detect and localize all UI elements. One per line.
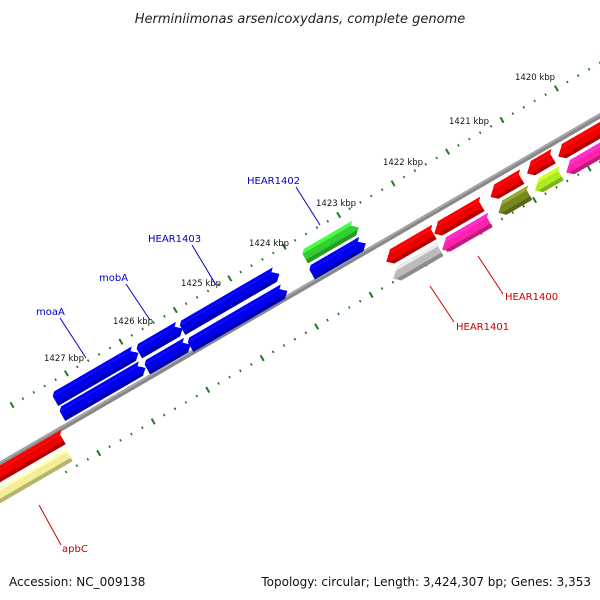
HEAR1403-leader <box>191 244 217 286</box>
gene-label-HEAR1402: HEAR1402 <box>247 176 300 187</box>
HEAR1400-block-lower <box>442 212 493 252</box>
HEAR1401-block-lower <box>393 241 444 281</box>
map-title: Herminiimonas arsenicoxydans, complete g… <box>135 12 465 27</box>
block-540-upper <box>527 148 556 176</box>
genome-backbone <box>0 112 600 468</box>
kbp-label-1423: 1423 kbp <box>316 199 356 209</box>
gene-label-mobA: mobA <box>99 273 128 284</box>
kbp-label-1427: 1427 kbp <box>44 354 84 364</box>
block-585-upper <box>558 115 600 159</box>
gene-label-moaA: moaA <box>36 307 65 318</box>
mobA-leader <box>125 283 151 321</box>
accession-text: Accession: NC_009138 <box>9 575 145 589</box>
kbp-label-1424: 1424 kbp <box>249 239 289 249</box>
moaA-block-upper <box>52 346 139 406</box>
HEAR1402-block-upper <box>302 220 359 264</box>
block-540-lower <box>535 165 564 193</box>
moaA-leader <box>59 317 87 359</box>
mobA-block-lower <box>144 337 191 375</box>
HEAR1400-leader <box>477 255 504 295</box>
kbp-label-1425: 1425 kbp <box>181 279 221 289</box>
block-506-upper <box>490 169 525 199</box>
gene-label-HEAR1400: HEAR1400 <box>505 292 558 303</box>
kbp-label-1420: 1420 kbp <box>515 73 555 83</box>
HEAR1402-leader <box>295 186 321 226</box>
HEAR1403-block-lower <box>187 284 288 352</box>
gene-features <box>0 115 600 504</box>
moaA-block-lower <box>59 361 146 421</box>
apbC-leader <box>38 504 62 546</box>
apbC-block-upper <box>0 429 66 487</box>
genome-summary-text: Topology: circular; Length: 3,424,307 bp… <box>260 575 591 589</box>
HEAR1401-block-upper <box>386 224 437 264</box>
block-506-lower <box>498 185 533 215</box>
HEAR1401-leader <box>429 285 455 323</box>
HEAR1400-block-upper <box>434 196 485 236</box>
kbp-label-1421: 1421 kbp <box>449 117 489 127</box>
gene-label-HEAR1403: HEAR1403 <box>148 234 201 245</box>
gene-label-HEAR1401: HEAR1401 <box>456 322 509 333</box>
block-585-lower <box>566 131 600 175</box>
kbp-label-1422: 1422 kbp <box>383 158 423 168</box>
HEAR1403-block-upper <box>179 267 280 335</box>
mobA-block-upper <box>136 321 183 359</box>
apbC-block-lower <box>0 446 73 504</box>
HEAR1402-block-lower <box>309 236 366 280</box>
gene-label-apbC: apbC <box>62 544 88 555</box>
tick-marks <box>9 61 600 474</box>
kbp-label-1426: 1426 kbp <box>113 317 153 327</box>
